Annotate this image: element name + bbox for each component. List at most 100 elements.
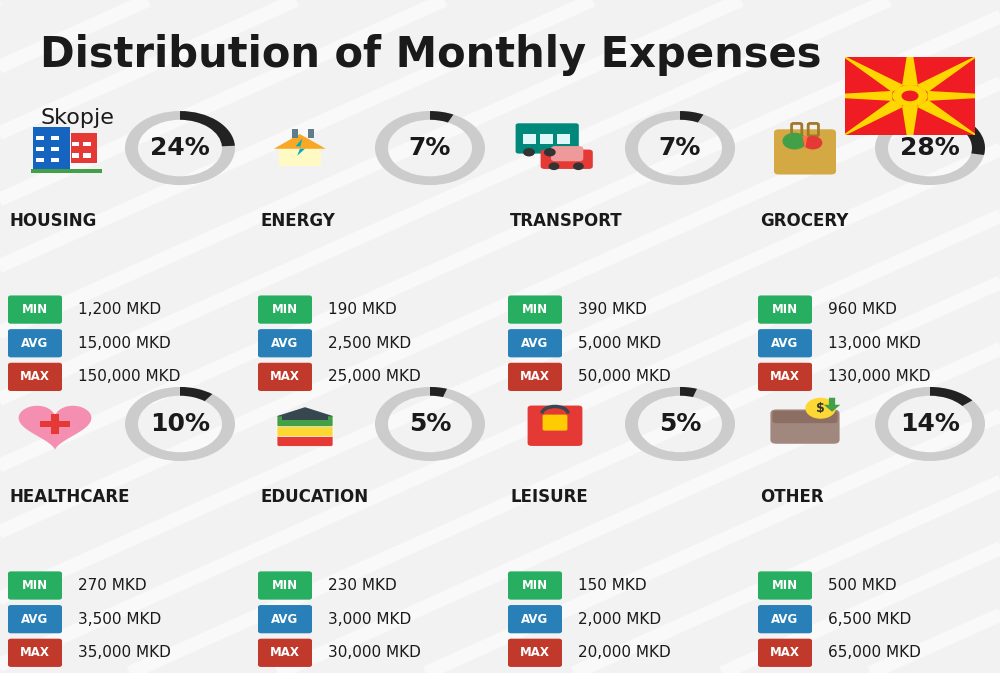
FancyBboxPatch shape — [8, 639, 62, 667]
FancyBboxPatch shape — [523, 134, 536, 144]
FancyBboxPatch shape — [8, 295, 62, 324]
Text: AVG: AVG — [21, 612, 49, 626]
Text: AVG: AVG — [521, 612, 549, 626]
FancyBboxPatch shape — [83, 142, 91, 146]
Text: TRANSPORT: TRANSPORT — [510, 212, 623, 230]
FancyBboxPatch shape — [770, 409, 840, 444]
Text: AVG: AVG — [271, 612, 299, 626]
Text: 5,000 MKD: 5,000 MKD — [578, 336, 661, 351]
Text: MIN: MIN — [272, 579, 298, 592]
FancyBboxPatch shape — [258, 605, 312, 633]
Circle shape — [545, 149, 555, 155]
Wedge shape — [125, 387, 235, 461]
FancyBboxPatch shape — [282, 416, 328, 421]
Text: 7%: 7% — [659, 136, 701, 160]
FancyBboxPatch shape — [758, 571, 812, 600]
Text: 35,000 MKD: 35,000 MKD — [78, 645, 171, 660]
FancyBboxPatch shape — [508, 639, 562, 667]
Text: MIN: MIN — [772, 579, 798, 592]
Polygon shape — [802, 136, 808, 150]
Text: OTHER: OTHER — [760, 488, 824, 506]
FancyBboxPatch shape — [508, 363, 562, 391]
Circle shape — [902, 92, 918, 100]
Polygon shape — [844, 57, 902, 92]
FancyBboxPatch shape — [8, 605, 62, 633]
FancyBboxPatch shape — [758, 363, 812, 391]
Text: 150 MKD: 150 MKD — [578, 578, 647, 593]
Wedge shape — [875, 387, 985, 461]
Text: 150,000 MKD: 150,000 MKD — [78, 369, 180, 384]
FancyBboxPatch shape — [72, 153, 79, 157]
FancyBboxPatch shape — [31, 169, 102, 172]
Text: 3,000 MKD: 3,000 MKD — [328, 612, 411, 627]
Text: AVG: AVG — [21, 336, 49, 350]
Wedge shape — [430, 111, 453, 122]
Text: 1,200 MKD: 1,200 MKD — [78, 302, 161, 317]
Text: MIN: MIN — [22, 303, 48, 316]
Text: HOUSING: HOUSING — [10, 212, 97, 230]
Text: 500 MKD: 500 MKD — [828, 578, 897, 593]
Circle shape — [574, 163, 583, 170]
Text: 960 MKD: 960 MKD — [828, 302, 897, 317]
Text: 15,000 MKD: 15,000 MKD — [78, 336, 171, 351]
Wedge shape — [625, 387, 735, 461]
Text: Distribution of Monthly Expenses: Distribution of Monthly Expenses — [40, 34, 822, 75]
Polygon shape — [903, 107, 917, 151]
FancyBboxPatch shape — [774, 129, 836, 174]
Text: MIN: MIN — [22, 579, 48, 592]
FancyBboxPatch shape — [83, 153, 91, 157]
Text: AVG: AVG — [771, 612, 799, 626]
Wedge shape — [125, 111, 235, 185]
FancyBboxPatch shape — [8, 571, 62, 600]
Polygon shape — [276, 407, 334, 417]
FancyBboxPatch shape — [508, 571, 562, 600]
FancyBboxPatch shape — [540, 134, 553, 144]
Text: 13,000 MKD: 13,000 MKD — [828, 336, 921, 351]
Text: 270 MKD: 270 MKD — [78, 578, 147, 593]
Text: 7%: 7% — [409, 136, 451, 160]
FancyBboxPatch shape — [258, 639, 312, 667]
Text: 28%: 28% — [900, 136, 960, 160]
Wedge shape — [680, 387, 697, 397]
FancyBboxPatch shape — [528, 406, 582, 446]
FancyBboxPatch shape — [33, 127, 70, 169]
FancyBboxPatch shape — [277, 415, 333, 427]
FancyBboxPatch shape — [772, 411, 838, 423]
FancyBboxPatch shape — [36, 157, 44, 162]
Wedge shape — [180, 387, 212, 401]
Circle shape — [549, 163, 559, 170]
Polygon shape — [19, 406, 91, 450]
Wedge shape — [930, 387, 972, 406]
FancyBboxPatch shape — [508, 329, 562, 357]
Text: 20,000 MKD: 20,000 MKD — [578, 645, 671, 660]
FancyBboxPatch shape — [51, 147, 59, 151]
Text: MAX: MAX — [20, 370, 50, 384]
FancyBboxPatch shape — [279, 149, 321, 166]
FancyBboxPatch shape — [758, 295, 812, 324]
FancyBboxPatch shape — [258, 329, 312, 357]
FancyBboxPatch shape — [292, 129, 298, 137]
Text: 5%: 5% — [659, 412, 701, 436]
Text: GROCERY: GROCERY — [760, 212, 848, 230]
Circle shape — [804, 137, 822, 149]
Text: 2,500 MKD: 2,500 MKD — [328, 336, 411, 351]
Text: LEISURE: LEISURE — [510, 488, 588, 506]
Text: MAX: MAX — [770, 370, 800, 384]
FancyBboxPatch shape — [543, 415, 567, 431]
Circle shape — [806, 398, 835, 418]
Text: AVG: AVG — [521, 336, 549, 350]
FancyBboxPatch shape — [8, 363, 62, 391]
FancyBboxPatch shape — [277, 425, 333, 437]
FancyBboxPatch shape — [36, 147, 44, 151]
Polygon shape — [903, 40, 917, 85]
Polygon shape — [918, 57, 976, 92]
Text: HEALTHCARE: HEALTHCARE — [10, 488, 130, 506]
Text: 5%: 5% — [409, 412, 451, 436]
Text: 190 MKD: 190 MKD — [328, 302, 397, 317]
Text: 14%: 14% — [900, 412, 960, 436]
Text: MIN: MIN — [522, 579, 548, 592]
Text: 65,000 MKD: 65,000 MKD — [828, 645, 921, 660]
FancyBboxPatch shape — [36, 136, 44, 140]
Text: 30,000 MKD: 30,000 MKD — [328, 645, 421, 660]
Wedge shape — [430, 387, 447, 397]
